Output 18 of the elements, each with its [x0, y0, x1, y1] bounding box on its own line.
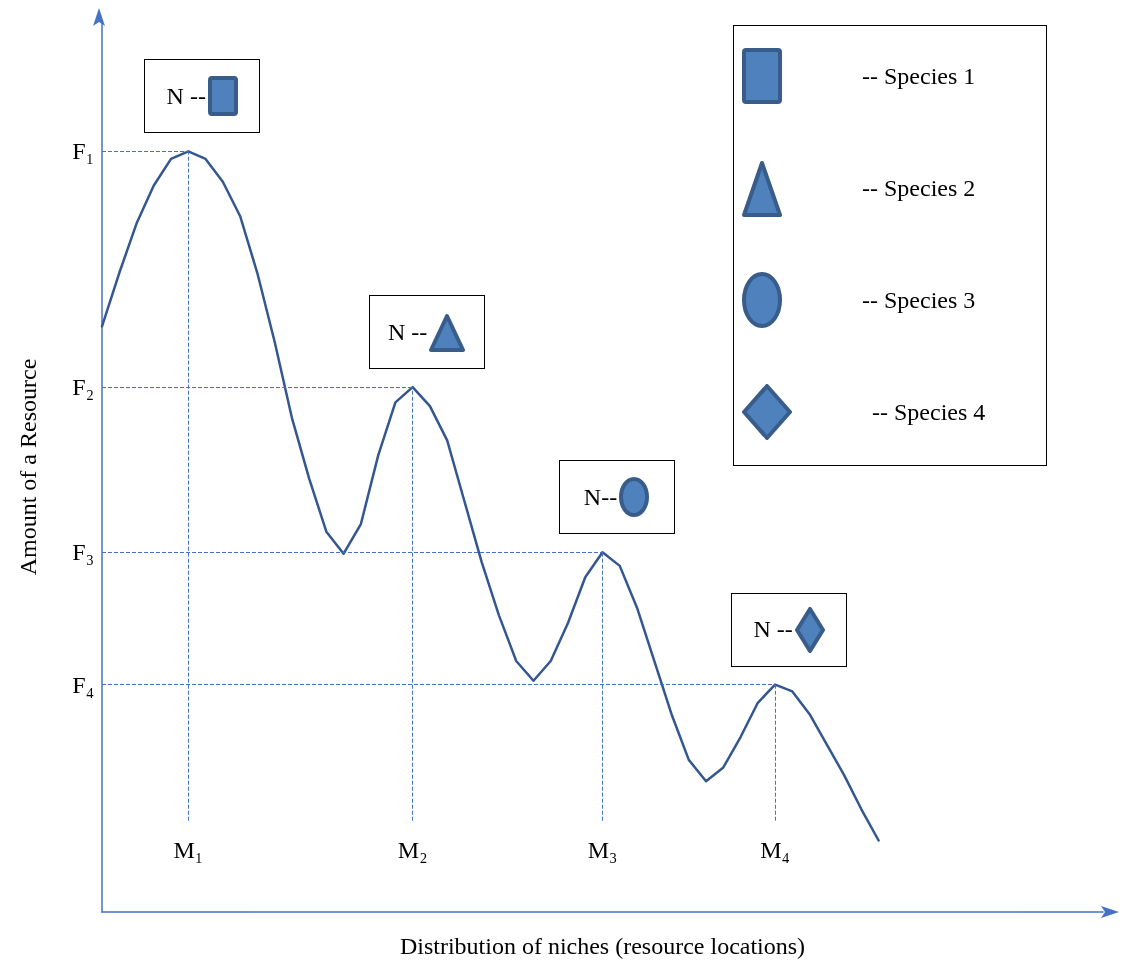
annotation: N --	[387, 318, 428, 346]
x-tick-label: M₄	[760, 837, 790, 863]
annotation: -- Species 4	[872, 398, 986, 426]
ref-line-label: F₃	[72, 539, 94, 566]
ref-line-label: F₂	[72, 374, 94, 401]
x-tick-label: M₁	[173, 837, 204, 863]
y-axis-title: Amount of a Resource	[15, 358, 41, 576]
annotation: N--	[583, 483, 618, 511]
x-tick-label: M₃	[587, 837, 618, 863]
ref-line-label: F₁	[72, 138, 94, 165]
x-axis-title: Distribution of niches (resource locations)	[399, 933, 806, 959]
ref-line-label: F₄	[72, 671, 94, 698]
x-tick-label: M₂	[397, 837, 428, 863]
annotation: -- Species 2	[862, 174, 976, 202]
annotation: N --	[166, 82, 206, 110]
text: -- Species 1	[862, 62, 976, 90]
annotation: -- Species 3	[862, 286, 976, 314]
annotation: N --	[753, 616, 793, 644]
